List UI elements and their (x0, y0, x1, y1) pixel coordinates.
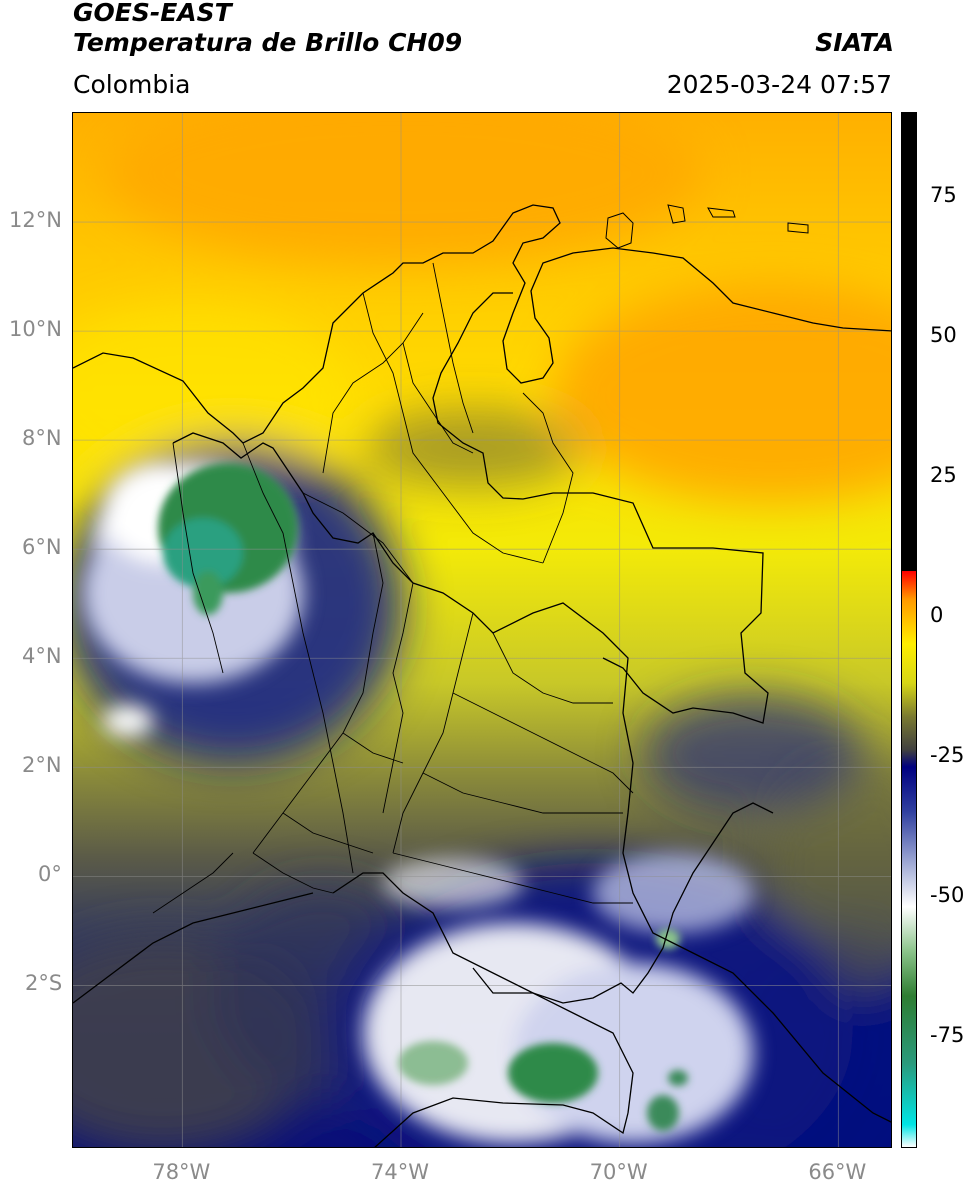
peru-amazon-border (472, 802, 774, 1004)
map-canvas (73, 113, 891, 1147)
colorbar-tick-label: 0 (930, 603, 944, 627)
lat-tick-label: 2°N (22, 753, 62, 778)
lat-tick-label: 2°S (25, 971, 63, 996)
title-line-2: Temperatura de Brillo CH09 (73, 28, 463, 57)
cold-cores (158, 463, 688, 1131)
region-label: Colombia (73, 70, 191, 99)
caribbean-coastline (73, 204, 891, 444)
timestamp-label: 2025-03-24 07:57 (666, 70, 892, 99)
brand-label: SIATA (815, 28, 894, 57)
lon-tick-label: 66°W (808, 1160, 867, 1184)
lon-tick-label: 78°W (152, 1160, 211, 1184)
gridlines (73, 113, 891, 1147)
ecuador-peru-border (332, 872, 634, 1114)
colorbar-tick-label: -25 (930, 743, 965, 767)
title-line-1: GOES-EAST (73, 0, 232, 27)
map-panel[interactable] (72, 112, 892, 1148)
colorbar-tick-label: 75 (930, 183, 957, 207)
lat-tick-label: 6°N (22, 535, 62, 560)
brazil-border (374, 1097, 629, 1147)
south-border (73, 892, 314, 1004)
colorbar-tick-label: -75 (930, 1023, 965, 1047)
lon-tick-label: 70°W (589, 1160, 648, 1184)
colorbar-tick-label: -50 (930, 883, 965, 907)
venezuela-border (432, 292, 769, 724)
lat-tick-label: 4°N (22, 644, 62, 669)
colorbar-tick-label: 25 (930, 463, 957, 487)
islands (605, 204, 809, 249)
lat-tick-label: 0° (38, 862, 62, 887)
map-boundaries (73, 204, 891, 1147)
lat-tick-label: 10°N (9, 317, 62, 342)
colorbar-tick-label: 50 (930, 323, 957, 347)
lon-tick-label: 74°W (371, 1160, 429, 1184)
colorbar (901, 112, 917, 1148)
internal-borders (152, 262, 634, 914)
lat-tick-label: 12°N (9, 208, 62, 233)
lat-tick-label: 8°N (22, 426, 62, 451)
